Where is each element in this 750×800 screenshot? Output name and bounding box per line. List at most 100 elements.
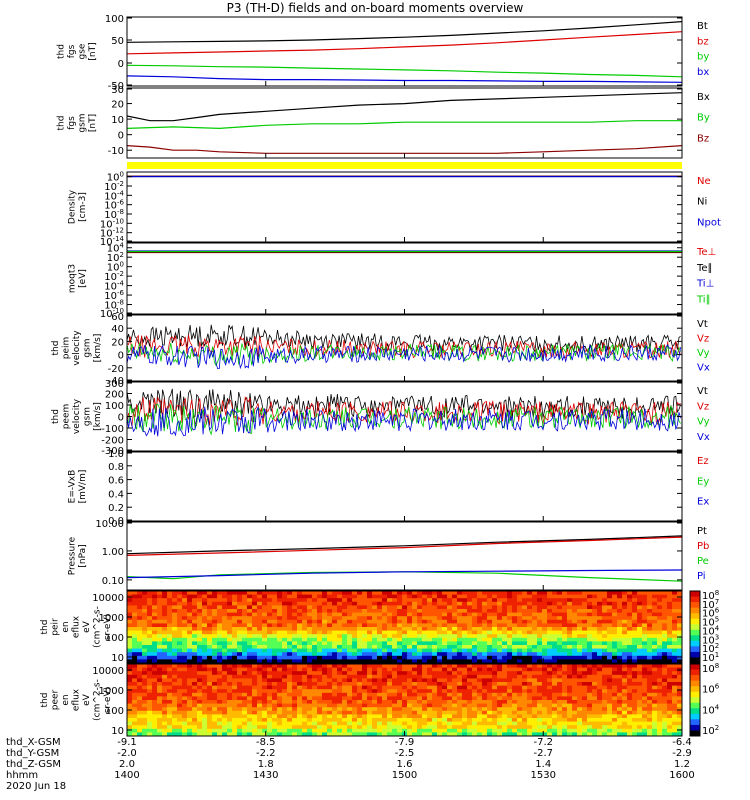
spectrogram-cell [342,601,348,606]
spectrogram-cell [227,616,233,621]
spectrogram-cell [192,667,198,672]
spectrogram-cell [172,682,178,686]
x-tick-label: -2.7 [533,748,553,759]
spectrogram-cell [602,732,608,737]
spectrogram-cell [352,689,358,694]
spectrogram-cell [177,652,183,657]
spectrogram-cell [412,700,418,704]
spectrogram-cell [467,721,473,726]
spectrogram-cell [572,601,578,606]
spectrogram-cell [287,692,293,697]
spectrogram-cell [162,648,168,653]
spectrogram-cell [442,721,448,726]
spectrogram-cell [597,707,603,712]
spectrogram-cell [222,667,228,672]
spectrogram-cell [597,671,603,676]
spectrogram-cell [567,664,573,668]
spectrogram-cell [297,718,303,722]
spectrogram-cell [262,630,268,635]
spectrogram-cell [167,641,173,646]
spectrogram-cell [427,692,433,697]
spectrogram-cell [537,710,543,715]
spectrogram-cell [317,714,323,719]
spectrogram-cell [377,598,383,603]
spectrogram-cell [562,641,568,646]
spectrogram-cell [372,714,378,719]
spectrogram-cell [482,700,488,704]
spectrogram-cell [482,678,488,683]
spectrogram-cell [662,689,668,694]
spectrogram-cell [472,648,478,653]
spectrogram-cell [637,696,643,701]
spectrogram-cell [562,721,568,726]
spectrogram-cell [447,671,453,676]
spectrogram-cell [517,623,523,628]
y-tick-label: 0.10 [102,576,124,587]
spectrogram-cell [187,616,193,621]
spectrogram-cell [512,710,518,715]
spectrogram-cell [322,692,328,697]
panel-fgs_gse [126,16,683,87]
spectrogram-cell [427,700,433,704]
spectrogram-cell [407,685,413,690]
spectrogram-cell [207,609,213,613]
spectrogram-cell [427,616,433,621]
spectrogram-cell [632,648,638,653]
spectrogram-cell [512,689,518,694]
spectrogram-cell [357,659,363,664]
spectrogram-cell [162,659,168,664]
spectrogram-cell [177,718,183,722]
spectrogram-cell [672,634,678,639]
spectrogram-cell [437,605,443,610]
spectrogram-cell [627,678,633,683]
spectrogram-cell [587,648,593,653]
spectrogram-cell [187,641,193,646]
spectrogram-cell [337,728,343,733]
spectrogram-cell [282,659,288,664]
spectrogram-cell [452,721,458,726]
spectrogram-cell [312,605,318,610]
spectrogram-cell [137,609,143,613]
spectrogram-cell [477,721,483,726]
spectrogram-cell [647,671,653,676]
spectrogram-cell [407,591,413,595]
spectrogram-cell [602,721,608,726]
spectrogram-cell [647,601,653,606]
spectrogram-cell [597,659,603,664]
spectrogram-cell [272,605,278,610]
spectrogram-cell [552,664,558,668]
spectrogram-cell [322,637,328,642]
spectrogram-cell [172,667,178,672]
spectrogram-cell [162,685,168,690]
spectrogram-cell [457,696,463,701]
spectrogram-cell [677,652,683,657]
spectrogram-cell [537,612,543,617]
spectrogram-cell [637,652,643,657]
spectrogram-cell [577,689,583,694]
spectrogram-cell [587,732,593,737]
plot-title: P3 (TH-D) fields and on-board moments ov… [226,1,524,15]
spectrogram-cell [292,655,298,660]
spectrogram-cell [477,707,483,712]
spectrogram-cell [617,707,623,712]
spectrogram-cell [622,671,628,676]
spectrogram-cell [322,671,328,676]
spectrogram-cell [322,696,328,701]
spectrogram-cell [557,655,563,660]
spectrogram-cell [157,696,163,701]
spectrogram-cell [342,648,348,653]
spectrogram-cell [287,652,293,657]
spectrogram-cell [302,692,308,697]
spectrogram-cell [472,728,478,733]
spectrogram-cell [272,692,278,697]
spectrogram-cell [657,682,663,686]
spectrogram-cell [462,692,468,697]
spectrogram-cell [582,696,588,701]
spectrogram-cell [177,637,183,642]
spectrogram-cell [207,664,213,668]
y-axis-label: E=-VxB [68,470,78,504]
spectrogram-cell [207,692,213,697]
spectrogram-cell [132,659,138,664]
spectrogram-cell [652,674,658,679]
spectrogram-cell [152,696,158,701]
